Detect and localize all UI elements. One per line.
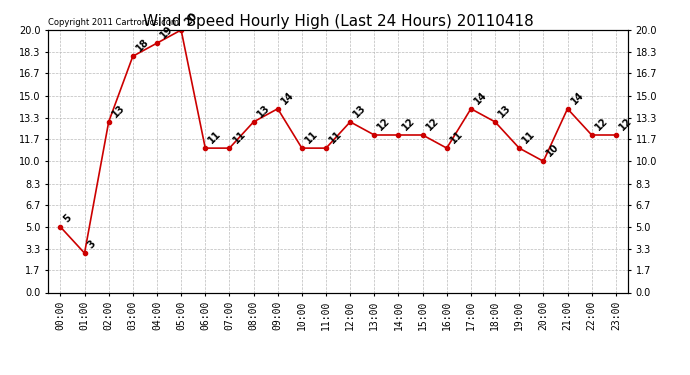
Text: 11: 11 <box>304 129 320 146</box>
Text: 13: 13 <box>497 102 513 119</box>
Text: 19: 19 <box>159 24 175 40</box>
Text: 14: 14 <box>279 89 296 106</box>
Text: 11: 11 <box>207 129 224 146</box>
Text: 14: 14 <box>569 89 586 106</box>
Text: 14: 14 <box>473 89 489 106</box>
Text: 12: 12 <box>618 116 634 132</box>
Text: 12: 12 <box>376 116 393 132</box>
Text: 13: 13 <box>110 102 127 119</box>
Text: Copyright 2011 Cartronics.com: Copyright 2011 Cartronics.com <box>48 18 179 27</box>
Text: 12: 12 <box>593 116 610 132</box>
Text: 11: 11 <box>521 129 538 146</box>
Title: Wind Speed Hourly High (Last 24 Hours) 20110418: Wind Speed Hourly High (Last 24 Hours) 2… <box>143 14 533 29</box>
Text: 11: 11 <box>231 129 248 146</box>
Text: 20: 20 <box>183 10 199 27</box>
Text: 12: 12 <box>400 116 417 132</box>
Text: 5: 5 <box>62 212 74 224</box>
Text: 13: 13 <box>255 102 272 119</box>
Text: 11: 11 <box>448 129 465 146</box>
Text: 12: 12 <box>424 116 441 132</box>
Text: 18: 18 <box>135 37 151 54</box>
Text: 13: 13 <box>352 102 368 119</box>
Text: 11: 11 <box>328 129 344 146</box>
Text: 3: 3 <box>86 238 98 250</box>
Text: 10: 10 <box>545 142 562 159</box>
